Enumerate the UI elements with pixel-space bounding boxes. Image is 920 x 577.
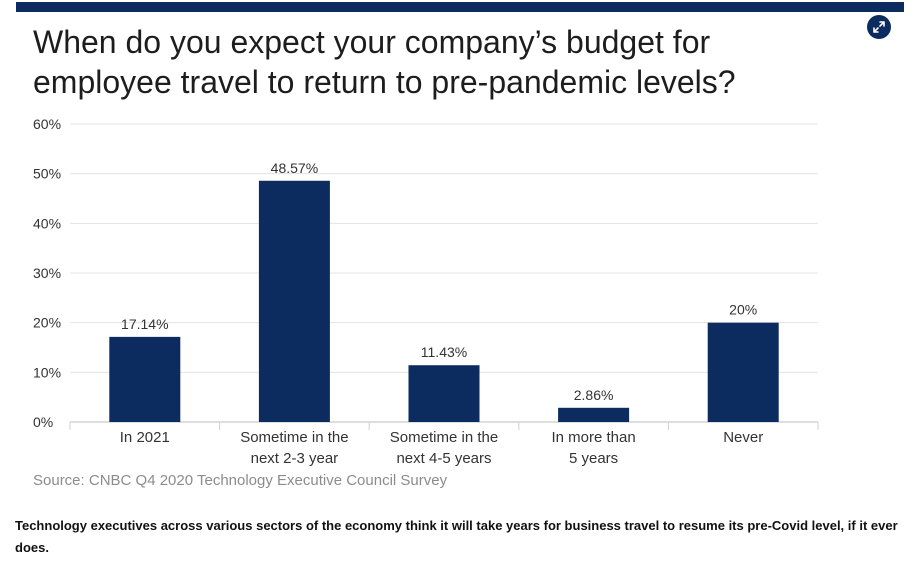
source-note: Source: CNBC Q4 2020 Technology Executiv… [33,472,448,489]
bar [707,322,779,422]
x-tick-label: In 2021 [120,429,170,446]
y-tick-label: 0% [33,414,53,430]
y-tick-label: 40% [33,215,61,231]
chart-title: When do you expect your company’s budget… [33,22,823,102]
chart-title-line-1: When do you expect your company’s budget… [33,24,711,60]
bar-chart: 0% 10% 20% 30% 40% 50% 60% 17.14% In 2021 48.57% S… [33,116,819,467]
x-tick-label: Sometime in the [240,429,348,446]
data-label: 11.43% [421,344,467,360]
bar [109,336,181,422]
x-tick-label: next 2-3 year [251,450,339,467]
x-tick-label: Never [723,429,763,446]
data-label: 17.14% [121,316,168,332]
bar [558,407,630,422]
y-tick-label: 20% [33,315,61,331]
x-tick-label: Sometime in the [390,429,498,446]
chart-title-line-2: employee travel to return to pre-pandemi… [33,64,736,100]
bar [408,365,480,422]
expand-button[interactable] [867,15,891,39]
bar [258,180,330,422]
x-tick-label: next 4-5 years [396,450,491,467]
data-label: 2.86% [574,387,614,403]
data-label: 20% [729,302,757,318]
expand-arrows-icon [873,21,885,33]
y-tick-label: 30% [33,265,61,281]
y-tick-label: 60% [33,116,61,132]
y-tick-label: 50% [33,166,61,182]
x-tick-label: 5 years [569,450,618,467]
y-tick-label: 10% [33,364,61,380]
caption: Technology executives across various sec… [15,518,898,555]
x-tick-label: In more than [551,429,635,446]
top-accent-bar [16,2,904,12]
data-label: 48.57% [271,160,318,176]
